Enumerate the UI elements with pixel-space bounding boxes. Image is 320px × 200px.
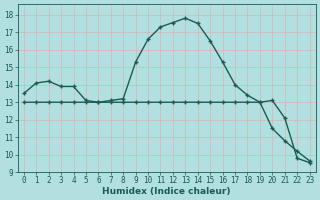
X-axis label: Humidex (Indice chaleur): Humidex (Indice chaleur) (102, 187, 231, 196)
